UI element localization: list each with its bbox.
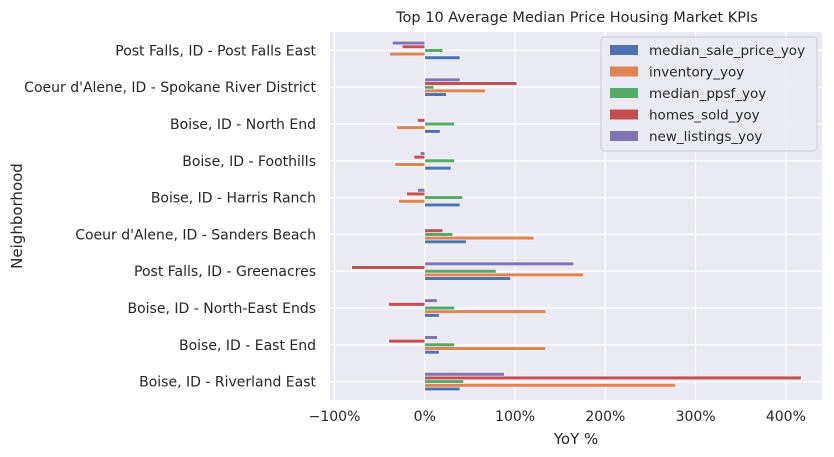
bar-median_ppsf_yoy: [424, 121, 455, 127]
bar-new_listings_yoy: [424, 372, 505, 377]
bar-inventory_yoy: [424, 383, 677, 388]
grid: [330, 32, 822, 400]
bar-inventory_yoy: [394, 162, 426, 167]
bar-inventory_yoy: [424, 88, 486, 94]
legend: median_sale_price_yoy inventory_yoymedian…: [600, 36, 818, 152]
y-tick-label: Boise, ID - North-East Ends: [128, 301, 317, 317]
bar-median_ppsf_yoy: [424, 195, 464, 200]
bar-homes_sold_yoy: [406, 191, 426, 197]
legend-box: [600, 36, 818, 152]
legend-label: median_ppsf_yoy: [649, 86, 766, 102]
y-tick-label: Boise, ID - East End: [179, 338, 316, 354]
bar-median_ppsf_yoy: [424, 269, 497, 274]
x-tick-label: 300%: [676, 409, 716, 425]
legend-swatch: [610, 109, 638, 120]
bar-homes_sold_yoy: [351, 265, 426, 270]
bar-new_listings_yoy: [424, 298, 438, 303]
y-tick-label: Coeur d'Alene, ID - Sanders Beach: [75, 227, 316, 243]
bar-homes_sold_yoy: [424, 375, 802, 381]
chart-title: Top 10 Average Median Price Housing Mark…: [395, 10, 758, 26]
y-tick-label: Boise, ID - Riverland East: [139, 375, 316, 391]
bar-median_sale_price_yoy: [424, 129, 441, 134]
bar-median_ppsf_yoy: [424, 305, 455, 311]
bar-homes_sold_yoy: [417, 118, 426, 123]
bar-inventory_yoy: [398, 199, 426, 204]
y-tick-labels: Boise, ID - Riverland East Boise, ID - Ea…: [24, 43, 316, 390]
legend-swatch: [610, 88, 638, 98]
bar-median_ppsf_yoy: [424, 379, 464, 384]
bar-homes_sold_yoy: [424, 228, 444, 233]
bar-new_listings_yoy: [424, 335, 438, 340]
y-tick-label: Post Falls, ID - Greenacres: [134, 264, 316, 280]
x-tick-label: −100%: [309, 409, 361, 425]
y-tick-label: Boise, ID - Foothills: [182, 154, 316, 170]
bar-median_sale_price_yoy: [424, 239, 467, 244]
legend-label: new_listings_yoy: [649, 129, 762, 145]
bar-inventory_yoy: [389, 51, 426, 57]
x-tick-label: 100%: [495, 409, 535, 425]
legend-swatch: [610, 66, 638, 77]
x-tick-labels: −100% 0% 100% 200% 300% 400%: [309, 409, 806, 425]
legend-label: inventory_yoy: [649, 65, 744, 81]
bar-new_listings_yoy: [391, 40, 426, 46]
bar-median_sale_price_yoy: [424, 386, 461, 392]
bar-new_listings_yoy: [419, 151, 426, 156]
legend-swatch: [610, 45, 638, 55]
bar-homes_sold_yoy: [401, 44, 426, 49]
bar-median_sale_price_yoy: [424, 166, 452, 171]
bar-inventory_yoy: [396, 125, 426, 130]
y-tick-label: Boise, ID - North End: [170, 117, 316, 133]
bar-inventory_yoy: [424, 346, 547, 351]
bar-homes_sold_yoy: [424, 81, 518, 86]
bar-median_ppsf_yoy: [424, 85, 435, 90]
bars: [351, 40, 802, 392]
bar-median_sale_price_yoy: [424, 276, 511, 281]
bar-homes_sold_yoy: [388, 302, 426, 307]
legend-swatch: [610, 131, 638, 141]
bar-inventory_yoy: [424, 309, 547, 314]
bar-new_listings_yoy: [417, 188, 426, 193]
bar-median_sale_price_yoy: [424, 350, 440, 355]
legend-label: median_sale_price_yoy: [649, 43, 805, 59]
bar-median_sale_price_yoy: [424, 202, 461, 208]
bar-inventory_yoy: [424, 272, 584, 278]
bar-homes_sold_yoy: [413, 154, 426, 160]
x-tick-label: 200%: [585, 409, 625, 425]
bar-new_listings_yoy: [424, 261, 575, 266]
y-axis-label: Neighborhood: [8, 163, 26, 269]
x-axis-label: YoY %: [553, 430, 599, 448]
bar-median_ppsf_yoy: [424, 232, 454, 237]
bar-median_ppsf_yoy: [424, 342, 455, 347]
x-tick-label: 400%: [766, 409, 806, 425]
bar-median_sale_price_yoy: [424, 55, 461, 60]
legend-label: homes_sold_yoy: [649, 108, 760, 124]
y-tick-label: Post Falls, ID - Post Falls East: [115, 43, 316, 59]
bar-median_ppsf_yoy: [424, 158, 455, 163]
y-tick-label: Coeur d'Alene, ID - Spokane River Distri…: [24, 80, 316, 96]
bar-inventory_yoy: [424, 235, 535, 241]
bar-median_ppsf_yoy: [424, 48, 444, 53]
y-tick-label: Boise, ID - Harris Ranch: [151, 191, 316, 207]
bar-homes_sold_yoy: [388, 338, 426, 344]
bar-median_sale_price_yoy: [424, 92, 447, 97]
x-tick-label: 0%: [414, 409, 436, 425]
bar-median_sale_price_yoy: [424, 313, 440, 318]
bar-new_listings_yoy: [424, 77, 461, 82]
